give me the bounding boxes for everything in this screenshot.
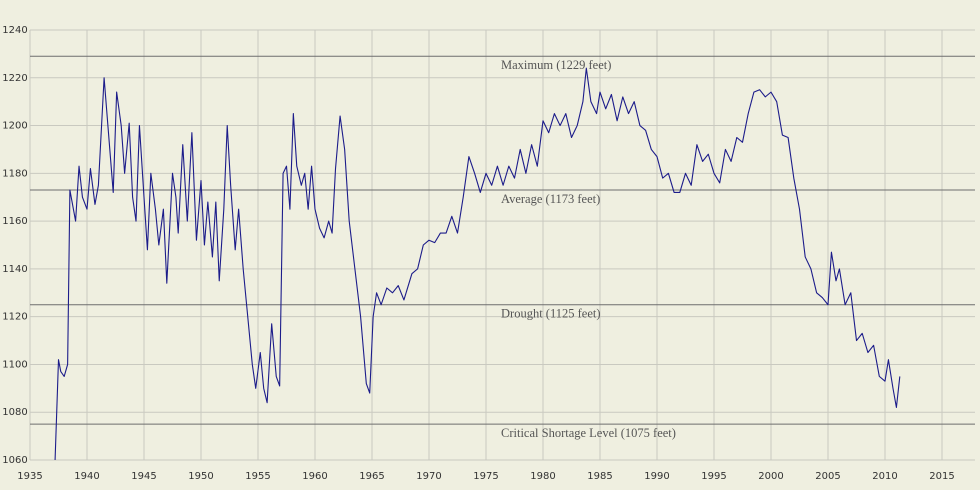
x-tick-label: 2010 <box>872 471 897 482</box>
y-tick-label: 1100 <box>2 359 27 370</box>
y-tick-label: 1080 <box>2 407 27 418</box>
x-tick-label: 1990 <box>644 471 669 482</box>
y-tick-label: 1200 <box>2 121 27 132</box>
x-tick-label: 1980 <box>530 471 555 482</box>
x-tick-label: 1975 <box>473 471 498 482</box>
reference-label: Average (1173 feet) <box>501 192 600 206</box>
y-tick-label: 1140 <box>2 264 27 275</box>
x-tick-label: 1995 <box>701 471 726 482</box>
x-tick-label: 2005 <box>815 471 840 482</box>
x-tick-label: 1935 <box>17 471 42 482</box>
x-tick-label: 1965 <box>359 471 384 482</box>
data-line <box>54 67 901 461</box>
reference-label: Drought (1125 feet) <box>501 307 601 321</box>
x-tick-label: 2015 <box>929 471 954 482</box>
x-tick-label: 1985 <box>587 471 612 482</box>
x-tick-label: 1955 <box>245 471 270 482</box>
x-tick-label: 1970 <box>416 471 441 482</box>
x-tick-label: 2000 <box>758 471 783 482</box>
reference-label: Maximum (1229 feet) <box>501 58 611 72</box>
x-tick-label: 1940 <box>74 471 99 482</box>
x-tick-label: 1950 <box>188 471 213 482</box>
y-tick-label: 1060 <box>2 455 27 466</box>
x-tick-label: 1960 <box>302 471 327 482</box>
y-tick-label: 1240 <box>2 25 27 36</box>
y-tick-label: 1120 <box>2 312 27 323</box>
reference-label: Critical Shortage Level (1075 feet) <box>501 426 676 440</box>
y-tick-label: 1220 <box>2 73 27 84</box>
x-tick-label: 1945 <box>131 471 156 482</box>
y-tick-label: 1160 <box>2 216 27 227</box>
y-tick-label: 1180 <box>2 168 27 179</box>
